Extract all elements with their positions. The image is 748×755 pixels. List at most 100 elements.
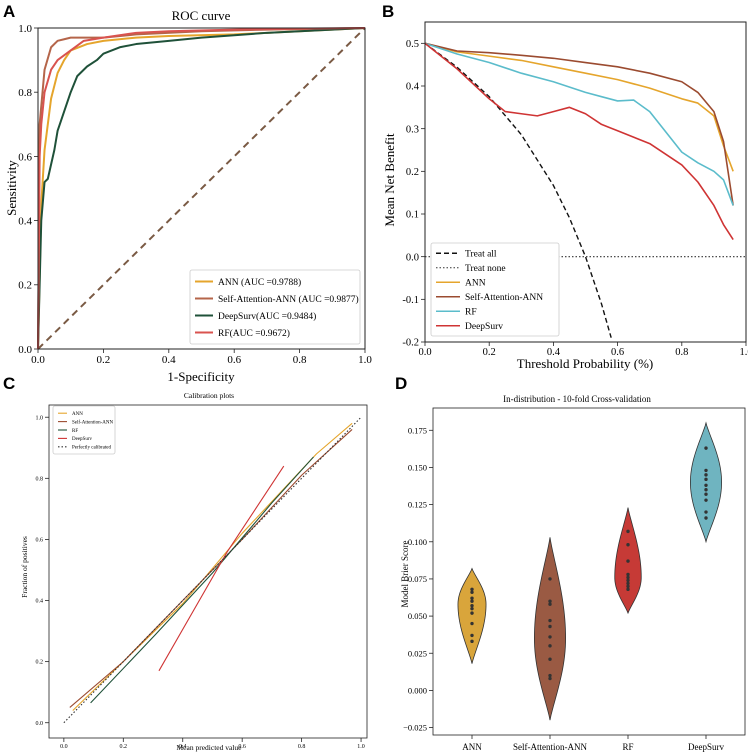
- violin-point: [704, 510, 708, 514]
- y-tick-label: 0.8: [36, 476, 44, 482]
- violin-point: [626, 578, 630, 583]
- y-tick-label: 0.3: [406, 124, 419, 135]
- violin-point: [548, 676, 552, 681]
- series-line-deepsurv: [158, 465, 285, 672]
- y-tick-label: 0.025: [408, 648, 427, 658]
- x-tick-label: 0.6: [238, 744, 246, 750]
- legend-box: [189, 269, 361, 345]
- series-line-self-attention-ann: [424, 42, 734, 206]
- roc-frame: [37, 27, 366, 350]
- violin-point: [548, 657, 552, 661]
- violin-point: [626, 529, 630, 534]
- x-tick-label: 0.6: [611, 347, 624, 358]
- series-line-ann: [37, 27, 366, 350]
- roc-ylabel: Sensitivity: [4, 160, 19, 216]
- violin-point: [470, 621, 474, 626]
- y-tick-label: 0.8: [18, 87, 32, 99]
- y-tick-label: 0.5: [406, 39, 419, 50]
- cal-ylabel: Fraction of positives: [20, 536, 29, 598]
- legend-label: DeepSurv: [465, 322, 503, 332]
- series-line-rf: [90, 456, 314, 704]
- x-tick-label: 0.4: [162, 354, 176, 366]
- violin-point: [470, 596, 474, 600]
- series-line-treat: [424, 42, 612, 338]
- series-line-self-attention-ann: [69, 429, 353, 708]
- y-tick-label: 0.125: [408, 500, 427, 510]
- cal-xlabel: Mean predicted value: [177, 743, 243, 752]
- violin-point: [704, 468, 708, 473]
- x-tick-label: 0.0: [31, 354, 45, 366]
- violin-point: [704, 492, 708, 496]
- calibration-chart: Calibration plots Mean predicted value F…: [20, 391, 368, 752]
- violin-point: [548, 599, 552, 603]
- x-tick-label: 0.2: [120, 744, 128, 750]
- cal-title: Calibration plots: [184, 391, 234, 400]
- legend-label: Self-Attention-ANN (AUC =0.9877): [218, 294, 359, 305]
- x-tick-label: 0.4: [179, 744, 187, 750]
- x-tick-label: Self-Attention-ANN: [513, 742, 587, 752]
- y-tick-label: 0.150: [408, 462, 427, 472]
- legend-label: Perfectly calibrated: [72, 446, 112, 451]
- dca-frame: [424, 21, 747, 343]
- legend-label: Self-Attention-ANN: [72, 420, 113, 425]
- x-tick-label: 1.0: [739, 347, 748, 358]
- violin-point: [548, 618, 552, 623]
- y-tick-label: 0.050: [408, 611, 427, 621]
- violin-point: [470, 611, 474, 615]
- x-tick-label: RF: [622, 742, 633, 752]
- violin-point: [548, 635, 552, 639]
- violin-frame: [432, 407, 746, 736]
- series-line-rf: [424, 42, 734, 206]
- x-tick-label: 0.8: [293, 354, 307, 366]
- violin-point: [626, 587, 630, 592]
- legend-label: DeepSurv(AUC =0.9484): [218, 311, 316, 322]
- violin-point: [704, 473, 708, 477]
- y-tick-label: 0.4: [36, 599, 44, 605]
- legend-label: RF: [465, 308, 477, 318]
- violin-point: [470, 590, 474, 595]
- x-tick-label: 0.0: [60, 744, 68, 750]
- y-tick-label: 0.2: [406, 167, 419, 178]
- x-tick-label: 1.0: [358, 354, 372, 366]
- violin-self-attention-ann: [534, 537, 566, 721]
- series-line-ann: [424, 42, 734, 172]
- violin-point: [470, 639, 474, 644]
- legend-label: Treat none: [465, 264, 506, 274]
- x-tick-label: ANN: [462, 742, 482, 752]
- y-tick-label: 1.0: [18, 23, 32, 35]
- y-tick-label: 0.075: [408, 574, 427, 584]
- y-tick-label: 0.4: [18, 215, 32, 227]
- violin-point: [704, 483, 708, 487]
- y-tick-label: -0.2: [402, 338, 419, 349]
- y-tick-label: 0.100: [408, 537, 427, 547]
- violin-point: [470, 606, 474, 611]
- violin-point: [626, 559, 630, 563]
- panel-label-b: B: [382, 2, 394, 21]
- legend-label: Self-Attention-ANN: [465, 292, 543, 303]
- brier-violin-chart: In-distribution - 10-fold Cross-validati…: [400, 394, 746, 752]
- cal-frame: [48, 404, 368, 739]
- x-tick-label: 0.2: [97, 354, 111, 366]
- panel-label-d: D: [395, 374, 407, 393]
- y-tick-label: 0.175: [408, 425, 427, 435]
- y-tick-label: 0.2: [36, 660, 44, 666]
- violin-point: [704, 446, 708, 450]
- roc-title: ROC curve: [172, 8, 231, 23]
- violin-point: [704, 488, 708, 492]
- legend-label: ANN (AUC =0.9788): [218, 277, 301, 288]
- roc-xlabel: 1-Specificity: [167, 369, 235, 384]
- violin-title: In-distribution - 10-fold Cross-validati…: [503, 394, 651, 404]
- violin-point: [704, 498, 708, 502]
- violin-point: [626, 543, 630, 547]
- x-tick-label: 0.2: [483, 347, 496, 358]
- y-tick-label: 0.6: [18, 151, 32, 163]
- violin-point: [626, 575, 630, 580]
- y-tick-label: 0.4: [406, 82, 420, 93]
- violin-point: [704, 516, 708, 520]
- panel-label-c: C: [3, 374, 15, 393]
- legend-label: ANN: [72, 412, 83, 417]
- y-tick-label: 0.1: [406, 210, 419, 221]
- violin-point: [470, 587, 474, 592]
- legend-label: RF(AUC =0.9672): [218, 328, 290, 339]
